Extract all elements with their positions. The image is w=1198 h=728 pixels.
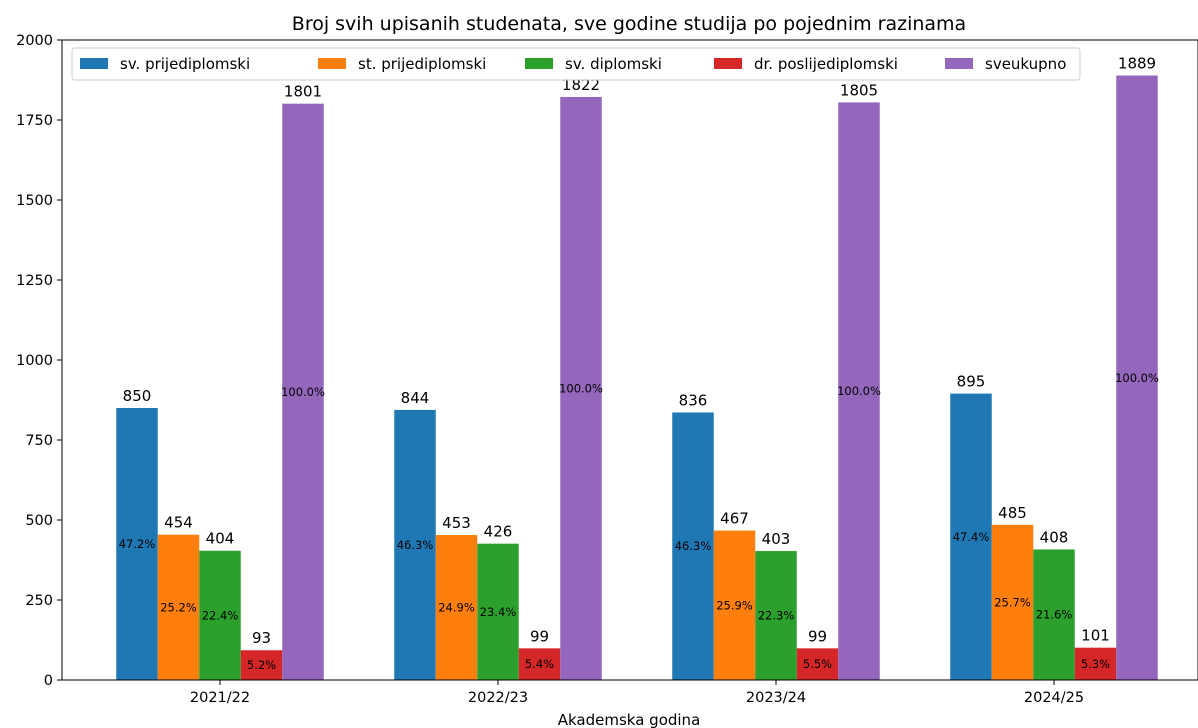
bar [713,530,756,680]
bar-percent-label: 23.4% [480,605,517,619]
bar [1033,549,1075,680]
legend-label: sv. diplomski [565,55,662,73]
bar-percent-label: 100.0% [837,384,881,398]
bar [560,96,602,680]
bar-value-label: 99 [808,627,827,645]
bar-percent-label: 47.4% [953,530,990,544]
legend-swatch [525,58,553,69]
bar-value-label: 93 [252,629,271,647]
bar-percent-label: 46.3% [397,538,434,552]
bar-value-label: 99 [530,627,549,645]
legend-label: sveukupno [985,55,1066,73]
y-tick-label: 2000 [16,33,53,49]
x-tick-label: 2022/23 [468,690,528,706]
bar [755,551,797,680]
bar [1074,647,1117,680]
bar-value-label: 404 [206,530,235,548]
bar-value-label: 485 [998,504,1027,522]
y-tick-label: 500 [25,513,53,529]
bar-value-label: 1889 [1118,55,1156,73]
bar [199,550,241,680]
legend-box [71,47,1081,81]
bar-percent-label: 25.2% [160,600,197,614]
y-tick-label: 1500 [16,193,53,209]
bar-value-label: 408 [1040,528,1069,546]
bars-group [116,75,1158,681]
bar-percent-label: 100.0% [559,381,603,395]
bar-percent-label: 22.3% [758,609,795,623]
legend-swatch [80,58,108,69]
bar [518,648,561,680]
x-tick-label: 2023/24 [746,690,806,706]
x-axis: 2021/22 2022/23 2023/24 2024/25 [190,680,1084,706]
bar-value-label: 467 [720,510,749,528]
bar [240,650,283,680]
bar [116,408,158,680]
bar-percent-label: 100.0% [1115,371,1159,385]
bar [394,409,436,680]
bar-value-label: 836 [679,391,708,409]
bar-value-label: 453 [442,514,471,532]
y-tick-label: 1250 [16,273,53,289]
bar-percent-label: 46.3% [675,539,712,553]
bar [950,393,992,680]
bar [477,543,519,680]
legend-swatch [318,58,346,69]
bar-value-label: 844 [401,389,430,407]
x-tick-label: 2024/25 [1024,690,1084,706]
y-tick-label: 1750 [16,113,53,129]
bar [991,524,1034,680]
bar-value-label: 403 [762,530,791,548]
bar-percent-label: 25.7% [994,595,1031,609]
bar [1116,75,1158,680]
bar-value-label: 426 [484,523,513,541]
chart-title: Broj svih upisanih studenata, sve godine… [292,13,966,35]
y-tick-label: 250 [25,593,53,609]
legend-label: dr. poslijediplomski [754,55,898,73]
y-tick-label: 0 [44,673,53,689]
bar [838,102,880,680]
legend-label: st. prijediplomski [358,55,486,73]
bar-percent-label: 5.2% [247,658,276,672]
bar-value-label: 101 [1081,627,1110,645]
bar [435,535,478,680]
bar [796,648,839,680]
bar [157,534,200,680]
legend-label: sv. prijediplomski [120,55,250,73]
bar-percent-label: 47.2% [119,537,156,551]
y-tick-label: 750 [25,433,53,449]
y-axis: 0 250 500 750 1000 1250 1500 1750 2000 [16,33,62,689]
legend-swatch [945,58,973,69]
bar-percent-label: 24.9% [438,601,475,615]
bar-percent-label: 21.6% [1036,608,1073,622]
bar-percent-label: 5.3% [1081,657,1110,671]
bar-percent-label: 5.5% [803,657,832,671]
y-tick-label: 1000 [16,353,53,369]
x-axis-label: Akademska godina [558,711,701,728]
legend: sv. prijediplomski st. prijediplomski sv. … [71,47,1081,81]
bar-value-label: 454 [164,514,193,532]
bar-value-label: 895 [957,373,986,391]
bar-value-label: 1805 [840,81,878,99]
bar [282,103,324,681]
data-labels-group: 850 47.2% 454 25.2% 404 22.4% 93 5.2% 1801 100.0%… [119,55,1159,673]
bar-value-label: 850 [123,387,152,405]
bar-percent-label: 5.4% [525,657,554,671]
bar-value-label: 1801 [284,83,322,101]
legend-swatch [714,58,742,69]
bar-percent-label: 100.0% [281,385,325,399]
bar [672,412,714,680]
bar-percent-label: 25.9% [716,598,753,612]
bar-percent-label: 22.4% [202,608,239,622]
x-tick-label: 2021/22 [190,690,250,706]
plot-frame [61,39,1198,681]
